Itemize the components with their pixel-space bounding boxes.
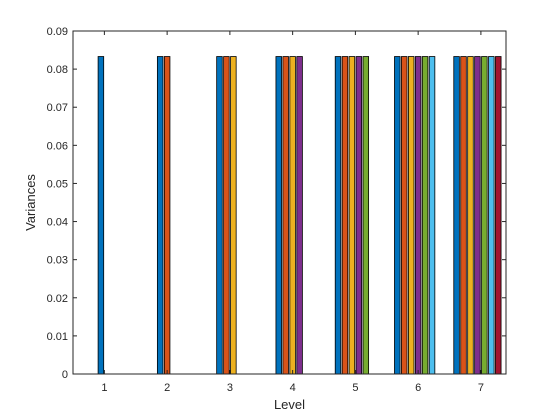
y-tick-label: 0.04	[47, 217, 68, 229]
y-tick-label: 0.07	[47, 102, 68, 114]
bar-level-6-series-3	[407, 56, 415, 375]
bar-level-5-series-5	[362, 56, 370, 375]
bar-level-2-series-1	[156, 56, 164, 375]
y-tick-label: 0	[62, 369, 68, 381]
y-axis-label: Variances	[23, 174, 38, 231]
bar-level-6-series-4	[414, 56, 422, 375]
bar-level-3-series-3	[230, 56, 237, 375]
x-tick-label: 4	[290, 382, 296, 394]
bar-level-5-series-1	[334, 56, 342, 375]
bar-level-4-series-1	[275, 56, 282, 375]
bar-level-7-series-4	[474, 56, 481, 375]
bar-level-3-series-2	[223, 56, 230, 375]
bar-level-7-series-1	[453, 56, 460, 375]
y-tick-label: 0.05	[47, 178, 68, 190]
bar-level-4-series-2	[282, 56, 289, 375]
axes-box	[72, 30, 507, 375]
bar-level-7-series-5	[481, 56, 488, 375]
x-tick-label: 6	[415, 382, 421, 394]
bar-level-5-series-4	[355, 56, 363, 375]
x-tick-label: 2	[164, 382, 170, 394]
bar-level-6-series-2	[401, 56, 408, 375]
bar-level-4-series-3	[289, 56, 296, 375]
bar-level-5-series-2	[341, 56, 349, 375]
x-tick-label: 7	[478, 382, 484, 394]
bar-level-7-series-2	[460, 56, 467, 375]
x-tick-label: 3	[227, 382, 233, 394]
y-tick-label: 0.01	[47, 331, 68, 343]
bar-level-7-series-7	[495, 56, 502, 375]
bar-level-6-series-6	[428, 56, 436, 375]
bar-level-6-series-1	[394, 56, 401, 375]
bar-level-7-series-3	[467, 56, 474, 375]
bar-level-7-series-6	[488, 56, 495, 375]
bar-level-4-series-4	[296, 56, 303, 375]
y-tick-label: 0.03	[47, 255, 68, 267]
bar-level-6-series-5	[421, 56, 429, 375]
bar-level-1-series-1	[97, 56, 105, 375]
x-tick-label: 1	[101, 382, 107, 394]
bar-level-2-series-2	[163, 56, 171, 375]
y-tick-label: 0.06	[47, 140, 68, 152]
x-axis-label: Level	[274, 397, 305, 412]
y-axis: 0 0.01 0.02 0.03 0.04 0.05 0.06 0.07 0.08 0.09	[47, 26, 506, 381]
y-tick-label: 0.09	[47, 26, 68, 38]
x-tick-label: 5	[352, 382, 358, 394]
bar-level-5-series-3	[348, 56, 356, 375]
x-axis: 1 2 3 4 5 6 7	[101, 31, 484, 394]
y-tick-label: 0.02	[47, 293, 68, 305]
bar-level-3-series-1	[216, 56, 223, 375]
y-tick-label: 0.08	[47, 64, 68, 76]
